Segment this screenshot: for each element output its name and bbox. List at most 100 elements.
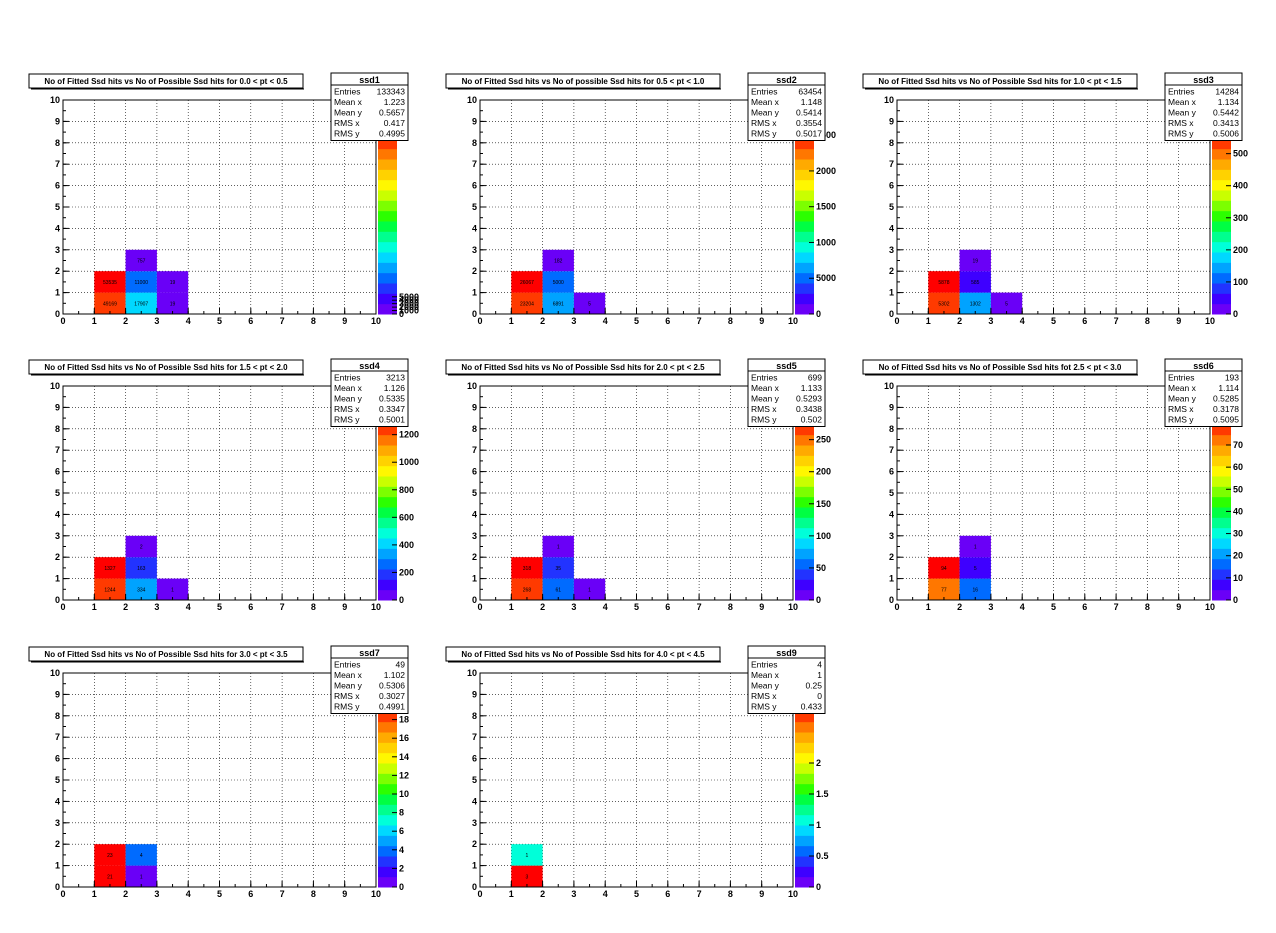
palette-tick-label: 2500 xyxy=(816,130,836,140)
palette-step xyxy=(1212,527,1231,539)
palette-step xyxy=(795,569,814,580)
palette-step xyxy=(378,200,397,212)
palette-tick-label: 1000 xyxy=(816,237,836,247)
y-tick-label: 6 xyxy=(55,181,60,191)
palette-step xyxy=(378,835,397,847)
palette-tick-label: 0.5 xyxy=(816,851,829,861)
y-tick-label: 2 xyxy=(472,839,477,849)
palette-step xyxy=(1212,231,1231,243)
x-tick-label: 6 xyxy=(1082,316,1087,326)
palette-step xyxy=(1212,293,1231,305)
y-tick-label: 9 xyxy=(55,402,60,412)
stats-label: Mean x xyxy=(751,670,780,680)
y-tick-label: 7 xyxy=(472,445,477,455)
palette-step xyxy=(795,252,814,263)
palette-tick-label: 10 xyxy=(399,789,409,799)
x-tick-label: 4 xyxy=(186,316,191,326)
palette-step xyxy=(795,825,814,836)
palette-step xyxy=(1212,252,1231,263)
palette-step xyxy=(795,262,814,274)
cell-value-label: 1 xyxy=(171,587,174,593)
palette-step xyxy=(378,773,397,785)
x-tick-label: 9 xyxy=(759,889,764,899)
panel-title: No of Fitted Ssd hits vs No of Possible … xyxy=(879,363,1122,372)
palette-step xyxy=(378,148,397,160)
palette-step xyxy=(378,190,397,201)
x-tick-label: 2 xyxy=(540,889,545,899)
y-tick-label: 4 xyxy=(889,223,894,233)
stats-label: RMS y xyxy=(751,129,777,139)
title-box xyxy=(28,73,304,89)
stats-value: 0.5306 xyxy=(379,681,405,691)
x-tick-label: 6 xyxy=(665,602,670,612)
stats-label: RMS x xyxy=(1168,404,1194,414)
palette-step xyxy=(795,159,814,170)
stats-box xyxy=(330,358,409,427)
y-tick-label: 3 xyxy=(55,531,60,541)
palette-step xyxy=(1212,303,1231,315)
stats-label: Mean y xyxy=(751,108,780,118)
heatmap-cell xyxy=(511,271,543,293)
panel-title: No of Fitted Ssd hits vs No of Possible … xyxy=(44,77,288,86)
palette-step xyxy=(1212,169,1231,181)
x-tick-label: 7 xyxy=(1114,602,1119,612)
stats-value: 0.25 xyxy=(805,681,822,691)
stats-value: 0.5414 xyxy=(796,108,822,118)
palette-tick-label: 250 xyxy=(816,435,831,445)
cell-value-label: 19 xyxy=(972,259,978,265)
y-tick-label: 3 xyxy=(55,818,60,828)
y-tick-label: 8 xyxy=(55,711,60,721)
palette-step xyxy=(378,783,397,795)
palette-tick-label: 100 xyxy=(1233,277,1248,287)
stats-title: ssd4 xyxy=(359,361,380,371)
x-tick-label: 9 xyxy=(1176,316,1181,326)
palette-tick-label: 2000 xyxy=(816,166,836,176)
cell-value-label: 23204 xyxy=(520,301,534,307)
y-tick-label: 1 xyxy=(889,288,894,298)
palette-step xyxy=(795,190,814,201)
heatmap-cell xyxy=(156,292,189,314)
palette-step xyxy=(378,210,397,222)
cell-value-label: 94 xyxy=(941,566,947,572)
y-tick-label: 1 xyxy=(472,288,477,298)
palette-tick-label: 4 xyxy=(399,845,404,855)
palette-step xyxy=(378,558,397,570)
palette-tick-label: 5000 xyxy=(399,292,419,302)
cell-value-label: 5000 xyxy=(553,280,564,286)
y-tick-label: 3 xyxy=(472,531,477,541)
palette-step xyxy=(378,794,397,805)
palette-step xyxy=(1212,283,1231,294)
cell-value-label: 334 xyxy=(137,587,146,593)
palette-step xyxy=(378,814,397,826)
palette-tick-label: 1500 xyxy=(816,202,836,212)
stats-value: 0.5442 xyxy=(1213,108,1239,118)
palette-step xyxy=(795,548,814,560)
heatmap-cell xyxy=(959,557,991,579)
palette-tick-label: 6 xyxy=(399,826,404,836)
y-tick-label: 8 xyxy=(55,138,60,148)
stats-label: Mean x xyxy=(334,670,363,680)
x-tick-label: 6 xyxy=(1082,602,1087,612)
palette-step xyxy=(378,434,397,446)
x-tick-label: 9 xyxy=(1176,602,1181,612)
y-tick-label: 0 xyxy=(889,595,894,605)
y-tick-label: 6 xyxy=(472,181,477,191)
palette-step xyxy=(795,711,814,723)
stats-value: 1.223 xyxy=(384,97,406,107)
palette-tick-label: 30 xyxy=(1233,529,1243,539)
x-tick-label: 2 xyxy=(123,316,128,326)
x-tick-label: 7 xyxy=(697,316,702,326)
heatmap-cell xyxy=(94,578,126,600)
palette-step xyxy=(795,293,814,305)
palette-step xyxy=(795,804,814,816)
palette-step xyxy=(378,721,397,733)
y-tick-label: 0 xyxy=(889,309,894,319)
stats-value: 0.433 xyxy=(801,702,823,712)
x-tick-label: 6 xyxy=(248,602,253,612)
y-tick-label: 2 xyxy=(55,552,60,562)
x-tick-label: 7 xyxy=(280,889,285,899)
palette-step xyxy=(378,159,397,170)
heatmap-cell xyxy=(125,865,157,887)
palette-step xyxy=(1212,190,1231,201)
y-tick-label: 10 xyxy=(50,381,60,391)
